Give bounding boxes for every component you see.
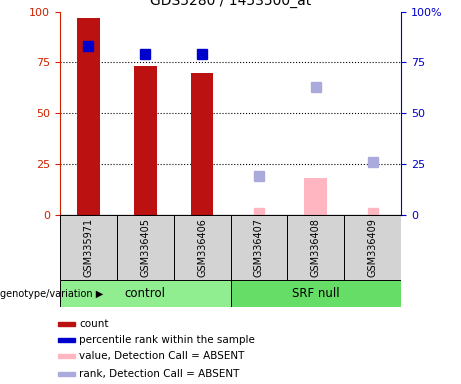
Text: GSM336409: GSM336409 bbox=[367, 218, 378, 277]
Text: rank, Detection Call = ABSENT: rank, Detection Call = ABSENT bbox=[79, 369, 239, 379]
Bar bbox=[287, 215, 344, 280]
Text: percentile rank within the sample: percentile rank within the sample bbox=[79, 335, 255, 345]
Text: GSM335971: GSM335971 bbox=[83, 218, 94, 277]
Bar bbox=[117, 215, 174, 280]
Text: count: count bbox=[79, 319, 108, 329]
Bar bbox=[60, 280, 230, 307]
Bar bbox=[58, 322, 75, 326]
Text: GSM336407: GSM336407 bbox=[254, 218, 264, 277]
Bar bbox=[58, 354, 75, 359]
Bar bbox=[174, 215, 230, 280]
Bar bbox=[191, 73, 213, 215]
Bar bbox=[230, 215, 287, 280]
Bar bbox=[304, 179, 327, 215]
Text: GSM336405: GSM336405 bbox=[140, 218, 150, 277]
Text: SRF null: SRF null bbox=[292, 287, 340, 300]
Text: GSM336408: GSM336408 bbox=[311, 218, 321, 277]
Bar bbox=[60, 215, 117, 280]
Bar bbox=[58, 372, 75, 376]
Bar bbox=[134, 66, 157, 215]
Text: control: control bbox=[125, 287, 165, 300]
Bar bbox=[230, 280, 401, 307]
Text: value, Detection Call = ABSENT: value, Detection Call = ABSENT bbox=[79, 351, 244, 361]
Text: genotype/variation ▶: genotype/variation ▶ bbox=[0, 289, 104, 299]
Bar bbox=[344, 215, 401, 280]
Bar bbox=[77, 18, 100, 215]
Bar bbox=[58, 338, 75, 343]
Title: GDS5280 / 1453500_at: GDS5280 / 1453500_at bbox=[150, 0, 311, 8]
Text: GSM336406: GSM336406 bbox=[197, 218, 207, 277]
